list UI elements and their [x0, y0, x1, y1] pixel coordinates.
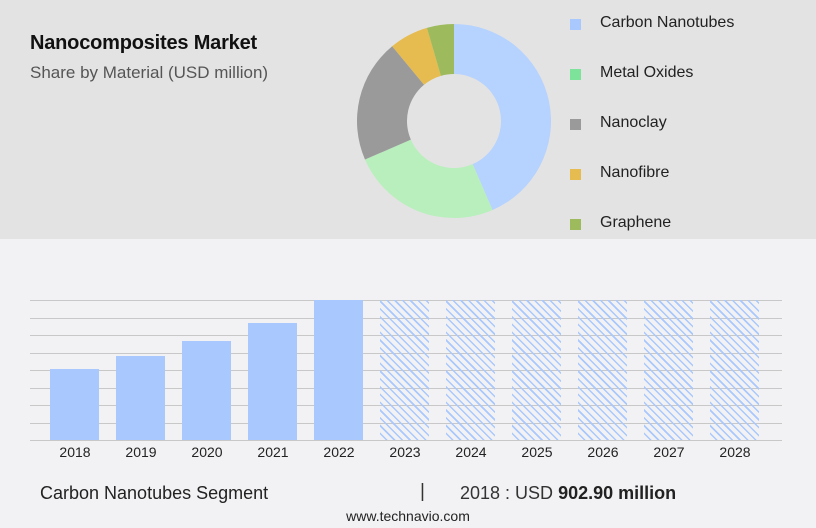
x-axis-label: 2026 [587, 444, 619, 460]
bar-2020 [182, 340, 231, 440]
gridline [30, 440, 782, 441]
footer-separator: | [420, 481, 425, 502]
segment-value: 2018 : USD 902.90 million [460, 483, 676, 504]
legend-swatch-icon [570, 19, 581, 30]
donut-slice-nanofibre [392, 27, 441, 85]
segment-label: Carbon Nanotubes Segment [40, 483, 269, 503]
bar-2028 [710, 300, 759, 440]
bar-2027 [644, 300, 693, 440]
source-url: www.technavio.com [346, 508, 470, 524]
bar-2025 [512, 300, 561, 440]
x-axis-label: 2019 [125, 444, 157, 460]
donut-chart [357, 24, 551, 218]
donut-slice-carbon-nanotubes [454, 24, 551, 211]
legend-item: Nanofibre [570, 164, 810, 184]
legend-label: Graphene [600, 214, 672, 231]
donut-slice-graphene [426, 24, 454, 76]
bar-2019 [116, 356, 165, 440]
bar-2021 [248, 322, 297, 440]
legend-swatch-icon [570, 169, 581, 180]
legend-label: Metal Oxides [600, 64, 694, 81]
legend-item: Nanoclay [570, 114, 810, 134]
legend-swatch-icon [570, 119, 581, 130]
bar-2023 [380, 300, 429, 440]
donut-slice-nanoclay [357, 46, 425, 160]
bar-2018 [50, 369, 99, 440]
legend-swatch-icon [570, 69, 581, 80]
legend-item: Metal Oxides [570, 64, 810, 84]
bar-chart [30, 290, 782, 450]
chart-subtitle: Share by Material (USD million) [30, 63, 269, 82]
legend-label: Nanofibre [600, 164, 670, 181]
x-axis-label: 2028 [719, 444, 751, 460]
segment-value-prefix: 2018 : USD [460, 483, 559, 503]
bar-2026 [578, 300, 627, 440]
legend-label: Carbon Nanotubes [600, 14, 735, 31]
x-axis-label: 2020 [191, 444, 223, 460]
donut-slice-metal-oxides [364, 139, 493, 218]
chart-title: Nanocomposites Market [30, 32, 257, 54]
bar-2022 [314, 300, 363, 440]
x-axis-label: 2025 [521, 444, 553, 460]
x-axis-label: 2023 [389, 444, 421, 460]
x-axis-label: 2021 [257, 444, 289, 460]
legend-item: Graphene [570, 214, 810, 234]
bar-2024 [446, 300, 495, 440]
legend-swatch-icon [570, 219, 581, 230]
x-axis-label: 2024 [455, 444, 487, 460]
legend-label: Nanoclay [600, 114, 667, 131]
legend-item: Carbon Nanotubes [570, 14, 810, 34]
x-axis-label: 2022 [323, 444, 355, 460]
x-axis-label: 2018 [59, 444, 91, 460]
segment-value-amount: 902.90 million [558, 483, 677, 503]
x-axis-label: 2027 [653, 444, 685, 460]
